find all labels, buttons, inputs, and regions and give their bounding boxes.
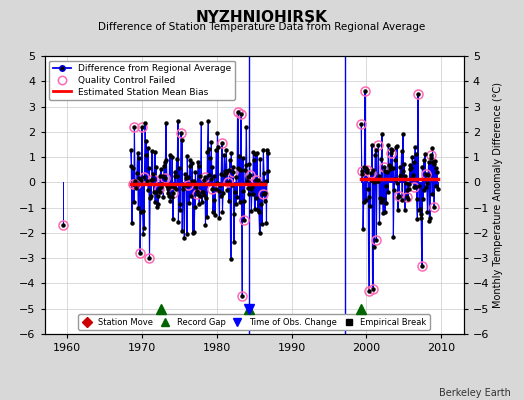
Y-axis label: Monthly Temperature Anomaly Difference (°C): Monthly Temperature Anomaly Difference (… [494,82,504,308]
Legend: Station Move, Record Gap, Time of Obs. Change, Empirical Break: Station Move, Record Gap, Time of Obs. C… [79,314,430,330]
Text: NYZHNIOHIRSK: NYZHNIOHIRSK [196,10,328,25]
Text: Difference of Station Temperature Data from Regional Average: Difference of Station Temperature Data f… [99,22,425,32]
Text: Berkeley Earth: Berkeley Earth [439,388,511,398]
